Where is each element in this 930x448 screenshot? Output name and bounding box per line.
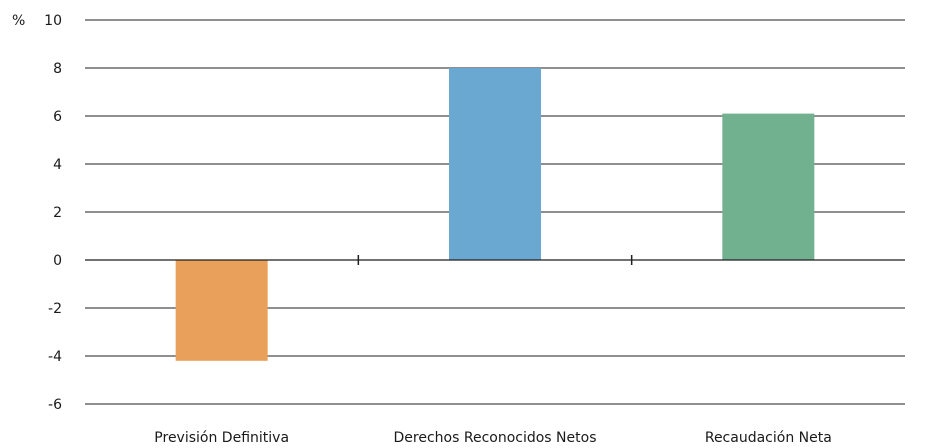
y-tick-label: -2 <box>48 301 62 317</box>
bar <box>175 260 268 361</box>
y-tick-label: -4 <box>48 349 62 365</box>
y-tick-label: 0 <box>53 253 62 269</box>
x-category-label: Previsión Definitiva <box>154 430 289 446</box>
y-tick-label: 4 <box>53 157 62 173</box>
x-category-label: Recaudación Neta <box>705 430 832 446</box>
bar <box>449 68 541 260</box>
y-tick-label: 10 <box>44 13 62 29</box>
y-tick-label: -6 <box>48 397 62 413</box>
y-unit-label: % <box>12 13 25 29</box>
bar <box>722 113 815 260</box>
y-tick-label: 8 <box>53 61 62 77</box>
bars <box>175 68 815 361</box>
x-category-label: Derechos Reconocidos Netos <box>394 430 597 446</box>
zero-axis <box>85 255 905 265</box>
y-tick-label: 6 <box>53 109 62 125</box>
y-axis-labels: 10 8 6 4 2 0 -2 -4 -6 <box>44 13 62 413</box>
y-tick-label: 2 <box>53 205 62 221</box>
x-axis-labels: Previsión Definitiva Derechos Reconocidos… <box>154 430 832 446</box>
